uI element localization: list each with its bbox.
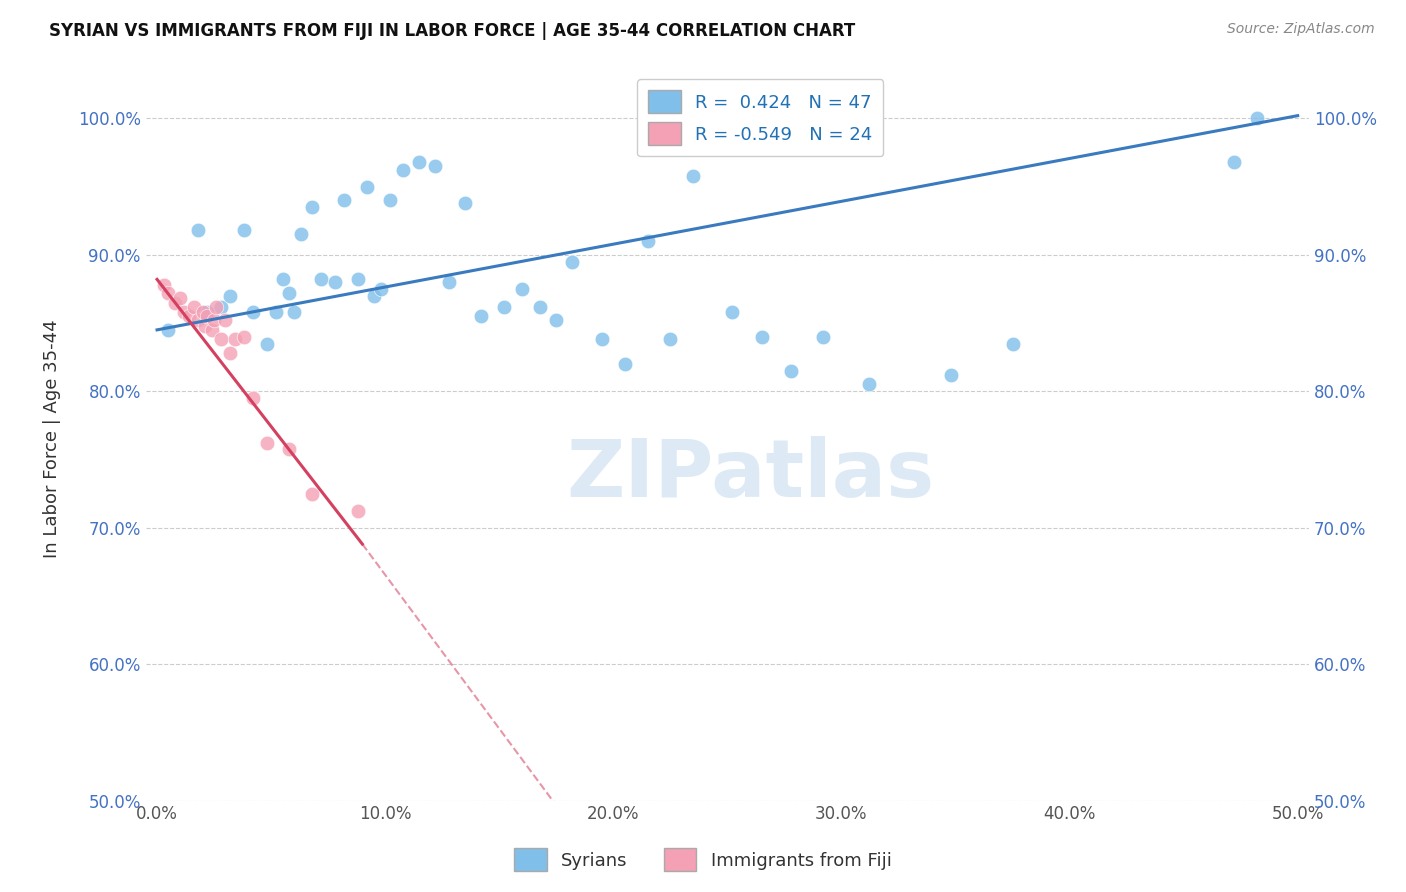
Point (177, 310, 200, 324)
Point (271, 272, 294, 286)
Point (470, 310, 492, 324)
Text: ZIPatlas: ZIPatlas (567, 436, 935, 514)
Point (195, 310, 218, 324)
Y-axis label: In Labor Force | Age 35-44: In Labor Force | Age 35-44 (44, 319, 60, 558)
Point (283, 305, 305, 319)
Point (492, 300, 515, 314)
Point (301, 200, 323, 214)
Point (454, 196, 477, 211)
Point (682, 169, 704, 183)
Point (278, 442, 301, 456)
Point (378, 193, 401, 207)
Legend: Syrians, Immigrants from Fiji: Syrians, Immigrants from Fiji (508, 841, 898, 879)
Point (346, 504, 368, 518)
Point (242, 305, 264, 319)
Point (939, 368, 962, 382)
Point (232, 329, 254, 343)
Point (370, 282, 392, 296)
Text: SYRIAN VS IMMIGRANTS FROM FIJI IN LABOR FORCE | AGE 35-44 CORRELATION CHART: SYRIAN VS IMMIGRANTS FROM FIJI IN LABOR … (49, 22, 855, 40)
Point (356, 179, 378, 194)
Point (323, 275, 346, 289)
Point (187, 223, 209, 237)
Point (169, 292, 191, 306)
Point (529, 300, 551, 314)
Point (510, 282, 533, 296)
Point (659, 333, 682, 347)
Point (202, 313, 225, 327)
Point (195, 305, 218, 319)
Point (392, 163, 415, 178)
Point (256, 336, 278, 351)
Point (187, 313, 209, 327)
Point (290, 227, 312, 242)
Legend: R =  0.424   N = 47, R = -0.549   N = 24: R = 0.424 N = 47, R = -0.549 N = 24 (637, 79, 883, 156)
Point (408, 155, 430, 169)
Point (209, 300, 232, 314)
Point (194, 318, 217, 333)
Point (811, 329, 834, 343)
Point (363, 289, 385, 303)
Point (1001, 336, 1024, 351)
Point (264, 305, 287, 319)
Point (205, 300, 228, 314)
Point (278, 286, 301, 301)
Point (209, 333, 232, 347)
Point (546, 313, 568, 327)
Point (165, 295, 187, 310)
Point (201, 323, 224, 337)
Point (183, 300, 205, 314)
Point (214, 313, 236, 327)
Point (232, 223, 254, 237)
Point (157, 286, 180, 301)
Point (256, 436, 278, 450)
Point (780, 364, 803, 378)
Point (153, 277, 176, 292)
Point (613, 357, 636, 371)
Point (224, 333, 246, 347)
Point (191, 305, 214, 319)
Point (637, 234, 659, 248)
Point (333, 193, 356, 207)
Text: Source: ZipAtlas.com: Source: ZipAtlas.com (1227, 22, 1375, 37)
Point (721, 305, 744, 319)
Point (591, 333, 613, 347)
Point (858, 377, 880, 392)
Point (311, 272, 333, 286)
Point (1246, 112, 1268, 126)
Point (157, 323, 180, 337)
Point (751, 329, 773, 343)
Point (346, 272, 368, 286)
Point (219, 346, 242, 360)
Point (242, 391, 264, 405)
Point (425, 159, 447, 173)
Point (173, 305, 195, 319)
Point (561, 254, 583, 268)
Point (219, 289, 242, 303)
Point (1223, 155, 1246, 169)
Point (437, 275, 460, 289)
Point (301, 486, 323, 500)
